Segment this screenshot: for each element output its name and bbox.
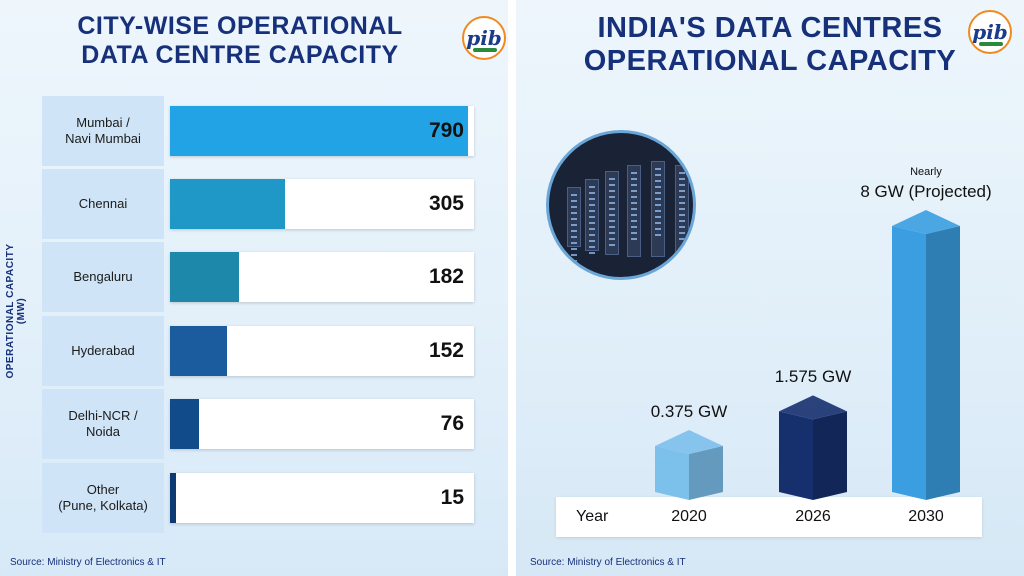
national-capacity-panel: INDIA'S DATA CENTRES OPERATIONAL CAPACIT… <box>516 0 1024 576</box>
year-tick-label: 2030 <box>908 508 944 525</box>
gw-bar-value: 1.575 GW <box>774 367 852 387</box>
city-bar-value: 182 <box>428 265 464 288</box>
city-bar <box>170 326 228 376</box>
city-bar-value: 76 <box>440 412 464 435</box>
left-source-note: Source: Ministry of Electronics & IT <box>10 557 166 568</box>
year-axis-strip: Year 2020 2026 2030 <box>556 497 982 537</box>
pib-logo: pib <box>968 10 1012 54</box>
city-label: Other (Pune, Kolkata) <box>42 463 164 533</box>
city-bar-value: 305 <box>428 192 464 215</box>
pib-logo: pib <box>462 16 506 60</box>
left-chart-title: CITY-WISE OPERATIONAL DATA CENTRE CAPACI… <box>77 12 403 69</box>
city-capacity-panel: CITY-WISE OPERATIONAL DATA CENTRE CAPACI… <box>0 0 508 576</box>
city-bar-track: 15 <box>170 473 474 523</box>
city-bar <box>170 106 468 156</box>
city-label: Bengaluru <box>42 242 164 312</box>
year-axis-label: Year <box>576 508 609 525</box>
city-bar-track: 182 <box>170 252 474 302</box>
y-axis-label: OPERATIONAL CAPACITY (MW) <box>5 243 27 379</box>
city-bar-value: 15 <box>440 486 464 509</box>
gw-bar-value: 0.375 GW <box>650 402 728 421</box>
city-bar-value: 790 <box>428 119 464 142</box>
city-bar-track: 790 <box>170 106 474 156</box>
server-racks-image <box>546 130 696 280</box>
city-bar-value: 152 <box>428 339 464 362</box>
city-bar <box>170 473 176 523</box>
city-label: Chennai <box>42 169 164 239</box>
gw-bar-note: Nearly <box>910 166 942 178</box>
city-bar-track: 152 <box>170 326 474 376</box>
city-bar <box>170 252 239 302</box>
city-label: Delhi-NCR / Noida <box>42 389 164 459</box>
year-tick-label: 2026 <box>795 508 831 525</box>
city-bar <box>170 179 286 229</box>
city-label: Mumbai / Navi Mumbai <box>42 96 164 166</box>
city-row: Other (Pune, Kolkata) 15 <box>42 463 482 533</box>
gw-bar-chart <box>655 210 960 500</box>
city-bar <box>170 399 199 449</box>
city-row: Bengaluru 182 <box>42 242 482 312</box>
gw-bar <box>892 210 960 500</box>
panel-divider <box>508 0 516 576</box>
city-row: Chennai 305 <box>42 169 482 239</box>
right-chart-title: INDIA'S DATA CENTRES OPERATIONAL CAPACIT… <box>583 12 957 78</box>
city-row: Hyderabad 152 <box>42 316 482 386</box>
city-row: Mumbai / Navi Mumbai 790 <box>42 96 482 166</box>
city-bar-track: 76 <box>170 399 474 449</box>
city-bar-track: 305 <box>170 179 474 229</box>
right-source-note: Source: Ministry of Electronics & IT <box>530 557 686 568</box>
gw-bar <box>655 430 723 500</box>
gw-bar <box>779 395 847 500</box>
gw-bar-value: 8 GW (Projected) <box>860 182 992 201</box>
city-label: Hyderabad <box>42 316 164 386</box>
city-row: Delhi-NCR / Noida 76 <box>42 389 482 459</box>
year-tick-label: 2020 <box>671 508 707 525</box>
